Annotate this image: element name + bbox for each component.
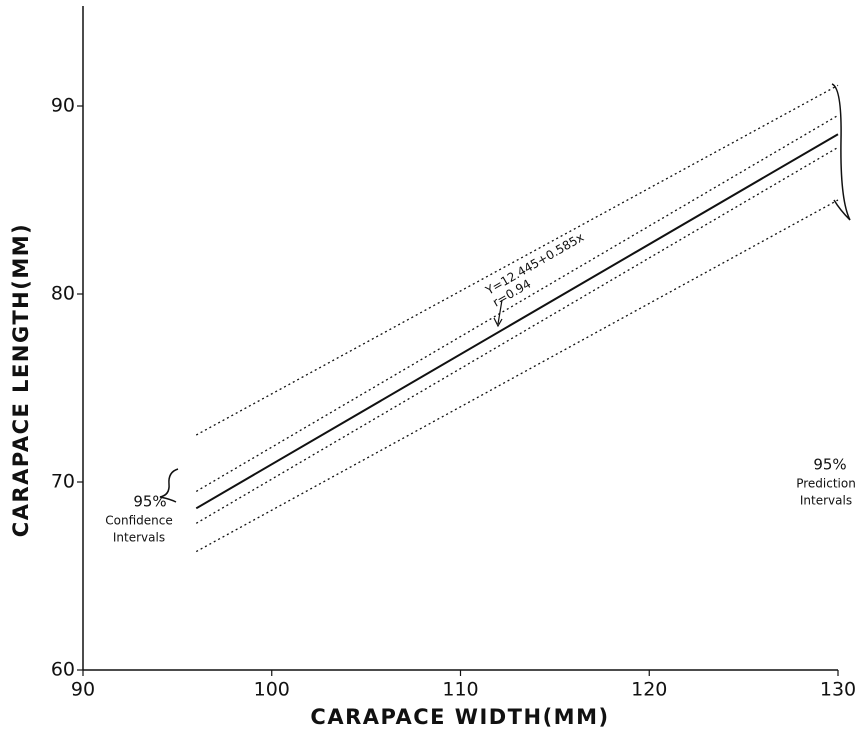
confidence-percent: 95% <box>133 493 166 511</box>
arrow-head <box>493 317 503 328</box>
y-axis-label: CARAPACE LENGTH(MM) <box>9 223 33 537</box>
y-tick-label: 70 <box>51 471 75 493</box>
x-tick-label: 100 <box>254 679 290 701</box>
confidence-text: Confidence <box>105 514 172 528</box>
x-tick-label: 130 <box>820 679 856 701</box>
series-line <box>195 84 839 436</box>
x-tick-label: 120 <box>631 679 667 701</box>
prediction-text: Prediction <box>796 477 856 491</box>
arrow <box>497 299 503 325</box>
y-tick-label: 60 <box>51 659 75 681</box>
series-line <box>195 133 839 510</box>
series-line <box>195 114 839 492</box>
series-line <box>195 199 839 553</box>
equation: Y=12.445+0.585x <box>482 230 586 298</box>
x-tick-label: 90 <box>71 679 95 701</box>
prediction-text: Intervals <box>800 494 852 508</box>
x-tick-label: 110 <box>442 679 478 701</box>
series-line <box>195 146 839 524</box>
confidence-brace <box>159 468 179 503</box>
x-axis-label: CARAPACE WIDTH(MM) <box>310 705 609 729</box>
prediction-brace <box>831 83 851 221</box>
y-tick-label: 90 <box>51 95 75 117</box>
prediction-percent: 95% <box>813 456 846 474</box>
y-tick-label: 80 <box>51 283 75 305</box>
confidence-text: Intervals <box>113 531 165 545</box>
